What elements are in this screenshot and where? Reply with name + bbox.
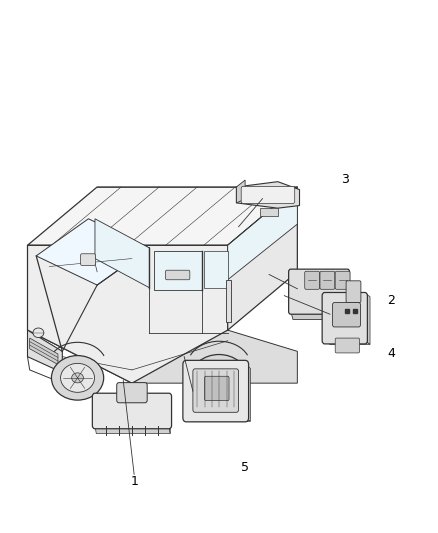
Polygon shape — [291, 312, 350, 319]
Polygon shape — [186, 418, 251, 421]
Ellipse shape — [51, 356, 104, 400]
Polygon shape — [237, 182, 300, 208]
Ellipse shape — [60, 364, 95, 392]
Polygon shape — [325, 341, 370, 344]
Polygon shape — [28, 330, 297, 383]
FancyBboxPatch shape — [346, 281, 361, 303]
Polygon shape — [260, 208, 278, 216]
Polygon shape — [228, 187, 297, 280]
Ellipse shape — [72, 373, 83, 383]
Polygon shape — [228, 187, 297, 330]
FancyBboxPatch shape — [183, 360, 249, 422]
Polygon shape — [154, 251, 201, 290]
FancyBboxPatch shape — [166, 270, 190, 280]
Polygon shape — [95, 219, 149, 288]
FancyBboxPatch shape — [241, 187, 295, 204]
Polygon shape — [204, 251, 228, 288]
FancyBboxPatch shape — [305, 271, 320, 289]
FancyBboxPatch shape — [117, 383, 147, 403]
FancyBboxPatch shape — [81, 254, 95, 265]
FancyBboxPatch shape — [193, 369, 239, 413]
FancyBboxPatch shape — [289, 269, 350, 314]
FancyBboxPatch shape — [205, 376, 229, 401]
FancyBboxPatch shape — [320, 271, 335, 289]
FancyBboxPatch shape — [332, 303, 360, 327]
Ellipse shape — [191, 354, 247, 401]
Text: 3: 3 — [341, 173, 349, 185]
Ellipse shape — [212, 373, 226, 383]
Text: 4: 4 — [387, 348, 395, 360]
Text: 2: 2 — [387, 294, 395, 308]
Polygon shape — [95, 425, 170, 433]
FancyBboxPatch shape — [226, 280, 231, 322]
FancyBboxPatch shape — [92, 393, 172, 429]
Polygon shape — [237, 180, 245, 203]
Polygon shape — [245, 365, 251, 421]
Text: 1: 1 — [130, 475, 138, 488]
Polygon shape — [36, 219, 149, 285]
FancyBboxPatch shape — [335, 271, 350, 289]
Ellipse shape — [201, 362, 237, 393]
Polygon shape — [169, 397, 170, 433]
FancyBboxPatch shape — [322, 293, 367, 344]
Polygon shape — [30, 338, 58, 365]
Polygon shape — [28, 245, 228, 383]
Polygon shape — [28, 330, 62, 373]
Polygon shape — [365, 293, 370, 344]
FancyBboxPatch shape — [335, 338, 360, 353]
Ellipse shape — [33, 328, 44, 337]
Text: 5: 5 — [241, 462, 249, 474]
Polygon shape — [28, 187, 297, 245]
